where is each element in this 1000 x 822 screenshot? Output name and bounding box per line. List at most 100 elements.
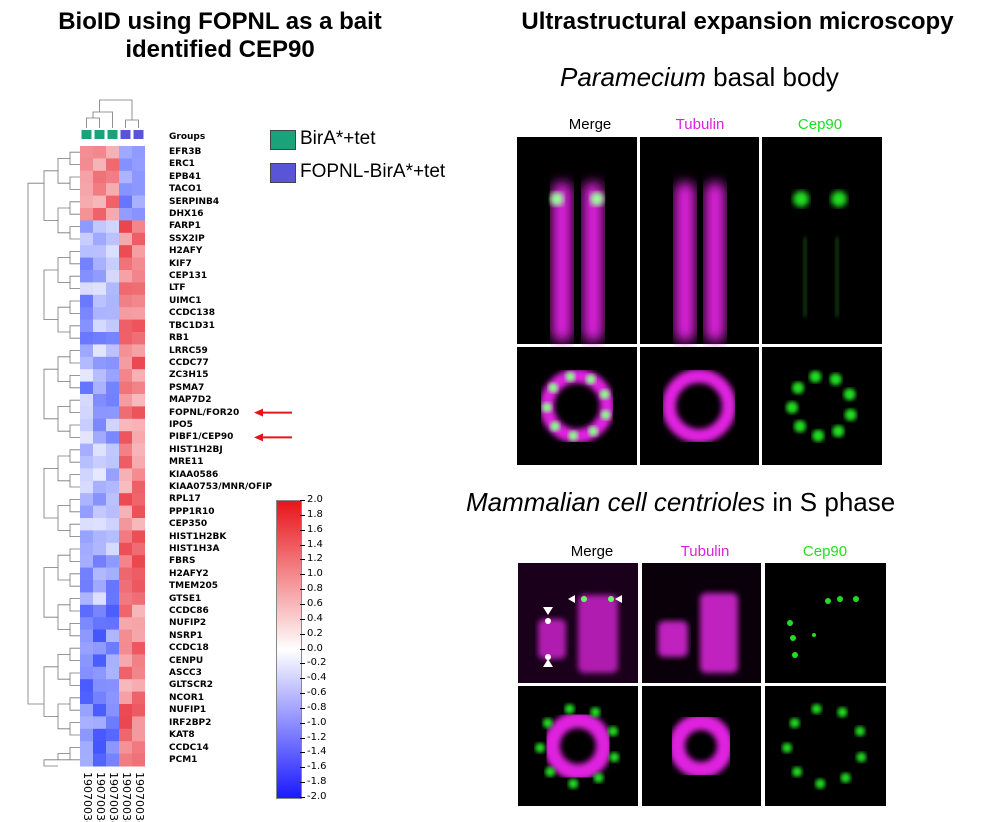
heatmap-cell xyxy=(106,294,119,308)
cep90-dot xyxy=(564,703,575,714)
gene-label: GTSE1 xyxy=(169,593,202,604)
gene-label: SSX2IP xyxy=(169,233,205,244)
heatmap-cell xyxy=(132,567,145,581)
gene-label: HIST1H2BJ xyxy=(169,444,223,455)
heatmap-cell xyxy=(93,232,106,246)
heatmap-cell xyxy=(132,257,145,271)
heatmap-cell xyxy=(80,394,93,407)
heatmap-cell xyxy=(119,208,132,221)
heatmap-cell xyxy=(93,270,106,283)
heatmap-cell xyxy=(80,629,93,643)
colorbar-tick-mark xyxy=(300,500,305,501)
mammalian-tubulin-cross xyxy=(642,686,761,806)
heatmap-cell xyxy=(80,183,93,197)
cep90-dot xyxy=(600,409,611,420)
cep90-dot xyxy=(590,707,601,718)
heatmap-cell xyxy=(119,232,132,246)
heatmap-cell xyxy=(119,195,132,209)
colorbar-tick-label: -0.6 xyxy=(307,687,327,699)
paramecium-tubulin-longitudinal xyxy=(640,137,759,344)
heatmap-cell xyxy=(93,208,106,221)
heatmap-cell xyxy=(132,195,145,209)
heatmap-cell xyxy=(132,356,145,370)
cep90-dot xyxy=(844,408,857,421)
heatmap-cell xyxy=(132,344,145,358)
heatmap-cell xyxy=(132,480,145,494)
gene-label: H2AFY2 xyxy=(169,568,209,579)
heatmap-cell xyxy=(119,406,132,420)
sample-label: 1907003-F7 xyxy=(107,772,120,822)
heatmap-cell xyxy=(93,381,106,395)
heatmap-cell xyxy=(132,493,145,507)
colorbar-tick-mark xyxy=(300,752,305,754)
heatmap-cell xyxy=(93,704,106,717)
colorbar-tick-mark xyxy=(300,529,305,531)
heatmap-cell xyxy=(80,369,93,383)
heatmap-cell xyxy=(80,332,93,345)
heatmap-cell xyxy=(93,741,106,755)
heatmap-cell xyxy=(106,220,119,234)
heatmap-cell xyxy=(93,555,106,569)
colorbar-tick-mark xyxy=(300,797,305,798)
heatmap-cell xyxy=(80,604,93,618)
gene-label: CCDC14 xyxy=(169,742,209,753)
heatmap-cell xyxy=(93,666,106,680)
heatmap-cell xyxy=(93,394,106,407)
heatmap-cell xyxy=(119,344,132,358)
heatmap-cell xyxy=(106,170,119,184)
colorbar-tick-mark xyxy=(300,663,305,665)
heatmap-cell xyxy=(106,394,119,407)
mammalian-merge-cross xyxy=(518,686,638,806)
heatmap-cell xyxy=(93,629,106,643)
heatmap-cell xyxy=(132,183,145,197)
heatmap-cell xyxy=(132,580,145,593)
heatmap-cell xyxy=(93,728,106,742)
heatmap-cell xyxy=(132,270,145,283)
heatmap-cell xyxy=(93,170,106,184)
row-dendrogram xyxy=(27,151,80,767)
paramecium-tubulin-cross xyxy=(640,347,759,465)
gene-label: TACO1 xyxy=(169,184,202,195)
heatmap-cell xyxy=(132,220,145,234)
heatmap-cell xyxy=(119,146,132,159)
heatmap-cell xyxy=(119,431,132,445)
heatmap-cell xyxy=(106,319,119,333)
colorbar-tick-mark xyxy=(300,618,305,620)
cep90-dot xyxy=(856,752,867,763)
gene-label: TBC1D31 xyxy=(169,320,215,331)
cep90-dot xyxy=(812,429,825,442)
heatmap-cell xyxy=(80,456,93,469)
heatmap-cell xyxy=(119,753,132,767)
colorbar-tick-label: 0.6 xyxy=(307,597,323,609)
cep90-dot xyxy=(832,425,845,438)
heatmap-cell xyxy=(106,418,119,432)
panel1-label-merge: Merge xyxy=(568,116,612,133)
heatmap-cell xyxy=(106,728,119,742)
heatmap-cell xyxy=(132,381,145,395)
heatmap-cell xyxy=(93,294,106,308)
red-arrow xyxy=(254,408,292,417)
heatmap-cell xyxy=(106,666,119,680)
panel2-label-tubulin: Tubulin xyxy=(680,543,730,560)
heatmap-cell xyxy=(119,629,132,643)
heatmap-title-line2: identified CEP90 xyxy=(125,36,315,63)
cep90-dot xyxy=(599,389,610,400)
gene-label: DHX16 xyxy=(169,209,204,220)
colorbar-tick-mark xyxy=(300,633,305,635)
panel2-label-merge: Merge xyxy=(570,543,614,560)
heatmap-cell xyxy=(119,332,132,345)
heatmap-cell xyxy=(119,741,132,755)
heatmap-cell xyxy=(93,332,106,345)
heatmap-cell xyxy=(106,195,119,209)
heatmap-cell xyxy=(132,146,145,159)
heatmap-cell xyxy=(80,728,93,742)
heatmap-cell xyxy=(132,319,145,333)
heatmap-cell xyxy=(106,381,119,395)
cep90-dot xyxy=(542,402,553,413)
gene-label: LTF xyxy=(169,283,186,294)
cep90-dot xyxy=(542,718,553,729)
cep90-dot xyxy=(829,373,842,386)
gene-label: RB1 xyxy=(169,333,190,344)
heatmap-cell xyxy=(119,604,132,618)
heatmap-cell xyxy=(119,654,132,668)
